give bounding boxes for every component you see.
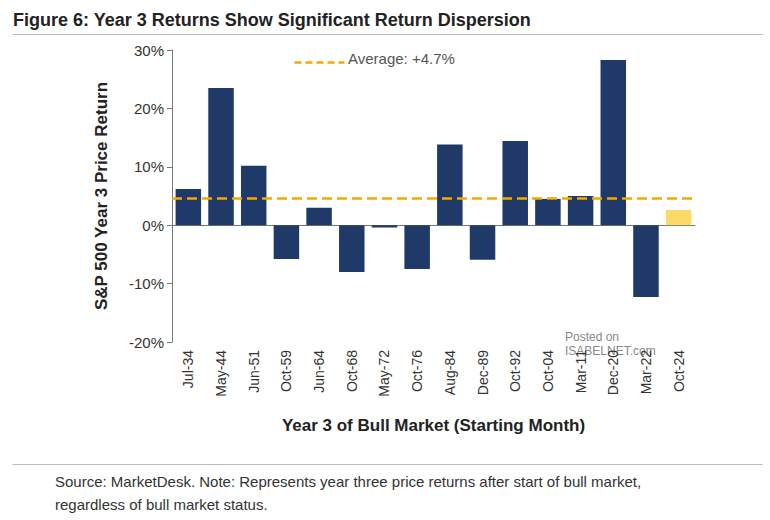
svg-text:Oct-76: Oct-76 [409, 350, 425, 392]
svg-text:Posted on: Posted on [565, 330, 619, 344]
svg-text:Oct-68: Oct-68 [344, 350, 360, 392]
svg-text:Year 3 of Bull Market (Startin: Year 3 of Bull Market (Starting Month) [282, 416, 585, 435]
svg-text:Source: MarketDesk. Note: Repr: Source: MarketDesk. Note: Represents yea… [55, 473, 645, 490]
svg-text:Mar-22: Mar-22 [638, 350, 654, 395]
svg-text:Figure 6: Year 3 Returns Show: Figure 6: Year 3 Returns Show Significan… [13, 10, 531, 30]
svg-text:Oct-24: Oct-24 [671, 350, 687, 392]
svg-text:Mar-11: Mar-11 [573, 350, 589, 394]
svg-text:Jun-51: Jun-51 [246, 350, 262, 393]
svg-text:S&P 500 Year 3 Price Return: S&P 500 Year 3 Price Return [92, 82, 111, 310]
svg-text:20%: 20% [134, 100, 164, 117]
svg-text:Average: +4.7%: Average: +4.7% [348, 50, 455, 67]
svg-text:Oct-59: Oct-59 [278, 350, 294, 392]
svg-text:Jul-34: Jul-34 [180, 350, 196, 388]
svg-text:Oct-04: Oct-04 [540, 350, 556, 392]
svg-text:regardless of bull market stat: regardless of bull market status. [55, 496, 268, 513]
svg-text:May-72: May-72 [376, 350, 392, 397]
svg-text:10%: 10% [134, 158, 164, 175]
svg-text:30%: 30% [134, 42, 164, 59]
svg-text:Oct-92: Oct-92 [507, 350, 523, 392]
svg-text:-20%: -20% [129, 334, 164, 351]
svg-text:May-44: May-44 [213, 350, 229, 397]
svg-text:Dec-20: Dec-20 [605, 350, 621, 395]
svg-text:0%: 0% [142, 217, 164, 234]
svg-text:Jun-64: Jun-64 [311, 350, 327, 393]
svg-text:-10%: -10% [129, 275, 164, 292]
svg-text:Aug-84: Aug-84 [442, 350, 458, 395]
svg-text:Dec-89: Dec-89 [475, 350, 491, 395]
